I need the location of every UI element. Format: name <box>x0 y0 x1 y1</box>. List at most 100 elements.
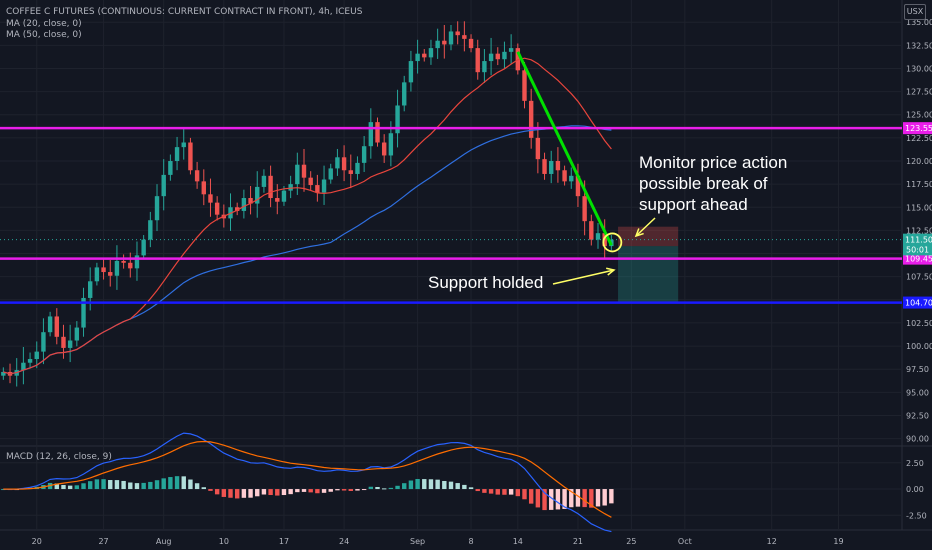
macd-histogram-bar <box>528 489 534 504</box>
macd-histogram-bar <box>435 479 440 490</box>
last-price-label: 111.50 <box>905 236 932 245</box>
price-level-label: 109.45 <box>905 255 932 264</box>
candle-body <box>301 164 307 178</box>
macd-histogram-bar <box>375 486 380 490</box>
macd-histogram-bar <box>261 489 267 495</box>
time-tick-label: 8 <box>468 537 473 546</box>
candle-body <box>582 196 587 222</box>
macd-histogram-bar <box>295 489 300 493</box>
candle-body <box>261 175 267 187</box>
macd-histogram-bar <box>54 483 59 490</box>
macd-histogram-bar <box>275 489 280 496</box>
price-tick-label: 100.00 <box>906 342 932 351</box>
price-tick-label: 130.00 <box>906 64 932 73</box>
macd-histogram-bar <box>348 489 353 491</box>
candle-body <box>134 255 140 269</box>
candle-body <box>108 272 113 276</box>
candle-body <box>168 161 173 175</box>
macd-histogram-bar <box>288 489 293 495</box>
candle-body <box>275 198 280 202</box>
macd-histogram-bar <box>368 486 374 490</box>
breakout-circle-marker <box>602 232 623 253</box>
time-tick-label: Oct <box>678 537 692 546</box>
macd-histogram-bar <box>428 479 434 490</box>
countdown-label: 50:01 <box>906 245 929 254</box>
candle-body <box>542 159 547 174</box>
price-tick-label: 112.50 <box>906 226 932 235</box>
macd-histogram-bar <box>475 489 480 492</box>
macd-histogram-bar <box>415 478 420 490</box>
macd-histogram-bar <box>442 480 447 490</box>
monitor-annotation-line-2: possible break of <box>639 174 768 193</box>
candle-body <box>281 190 287 202</box>
candle-body <box>241 198 247 211</box>
monitor-annotation: Monitor price action possible break of s… <box>639 152 787 215</box>
macd-histogram-bar <box>94 479 100 490</box>
macd-histogram-bar <box>315 489 320 494</box>
candle-body <box>341 157 347 171</box>
candle-body <box>595 233 601 240</box>
macd-histogram-bar <box>67 485 73 490</box>
candle-body <box>328 168 333 180</box>
macd-histogram-bar <box>121 480 126 490</box>
macd-histogram-bar <box>395 485 400 490</box>
candle-body <box>248 198 253 204</box>
price-level-label-bg <box>903 122 932 135</box>
macd-histogram-bar <box>148 481 153 490</box>
macd-histogram-bar <box>181 476 186 490</box>
macd-histogram-bar <box>422 479 427 490</box>
candle-body <box>562 170 567 182</box>
candle-body <box>61 336 66 348</box>
time-tick-label: 20 <box>32 537 42 546</box>
annotation-arrow-to-support-head <box>606 267 616 276</box>
macd-histogram-bar <box>234 489 240 499</box>
price-tick-label: 97.50 <box>906 365 929 374</box>
candle-body <box>455 31 460 36</box>
support-annotation: Support holded <box>428 273 544 292</box>
candle-body <box>148 220 153 240</box>
candle-body <box>355 162 360 174</box>
time-tick-label: 19 <box>833 537 843 546</box>
monitor-annotation-line-3: support ahead <box>639 195 748 214</box>
macd-histogram-bar <box>134 483 140 490</box>
macd-histogram-bar <box>241 489 247 498</box>
candle-body <box>54 316 59 337</box>
monitor-annotation-line-1: Monitor price action <box>639 153 788 172</box>
candle-body <box>188 142 193 171</box>
macd-histogram-bar <box>214 489 220 495</box>
macd-histogram-bar <box>569 489 574 508</box>
macd-histogram-bar <box>255 489 260 497</box>
macd-histogram-bar <box>248 489 253 498</box>
macd-histogram-bar <box>88 481 93 490</box>
macd-histogram-bar <box>515 489 521 497</box>
candle-body <box>488 53 494 62</box>
candle-body <box>375 122 380 143</box>
macd-histogram-bar <box>81 483 86 490</box>
currency-unit-badge[interactable]: USX <box>904 4 926 20</box>
candle-body <box>154 196 160 221</box>
candle-body <box>408 61 414 83</box>
candle-body <box>94 267 100 282</box>
candle-body <box>395 105 400 134</box>
candle-body <box>308 177 313 186</box>
candle-body <box>495 53 500 60</box>
candle-body <box>88 281 93 298</box>
macd-histogram-bar <box>468 487 474 490</box>
candle-body <box>141 239 146 256</box>
position-stop-zone <box>618 226 679 247</box>
macd-histogram-bar <box>201 487 206 490</box>
macd-tick-label: 2.50 <box>906 459 924 468</box>
price-level-label: 104.70 <box>905 299 932 308</box>
candle-body <box>381 142 387 156</box>
candle-body <box>181 142 186 148</box>
macd-histogram-bar <box>308 489 313 493</box>
macd-histogram-bar <box>602 489 607 506</box>
price-level-label-bg <box>903 252 932 265</box>
macd-histogram-bar <box>535 489 541 508</box>
macd-histogram-bar <box>355 489 360 491</box>
price-tick-label: 117.50 <box>906 180 932 189</box>
macd-histogram-bar <box>562 489 567 509</box>
candle-body <box>288 184 293 191</box>
candle-body <box>468 38 474 49</box>
